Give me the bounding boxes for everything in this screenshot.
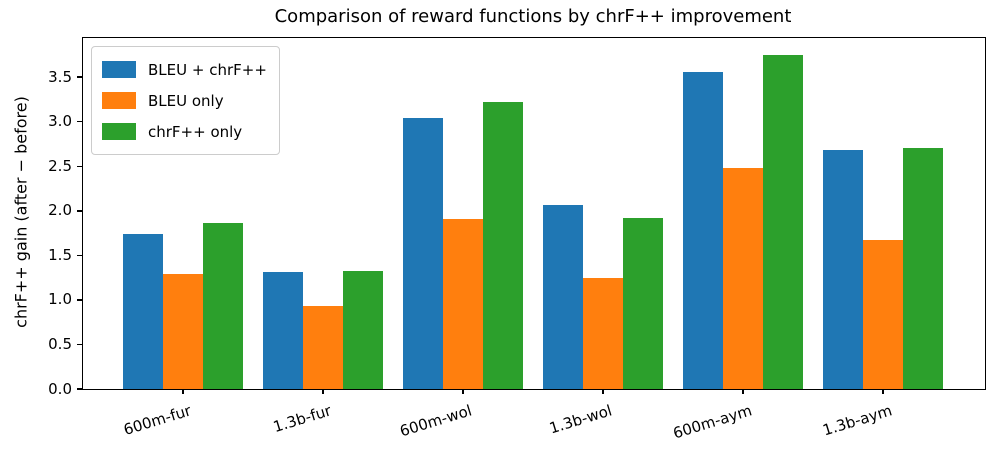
bar-1.3b-wol-bleu-chrf- (543, 204, 583, 389)
y-tick-mark (77, 121, 82, 123)
x-tick-label-600m-aym: 600m-aym (670, 401, 754, 443)
y-tick-mark (77, 210, 82, 212)
x-tick-label-1.3b-wol: 1.3b-wol (546, 401, 614, 438)
legend-label: BLEU + chrF++ (148, 60, 267, 79)
bar-1.3b-wol-bleu-only (583, 277, 623, 389)
legend-entry: chrF++ only (102, 116, 267, 147)
bar-1.3b-fur-chrf-only (343, 271, 383, 389)
y-tick-label: 3.0 (48, 112, 72, 131)
bar-600m-wol-bleu-only (443, 218, 483, 389)
y-tick-label: 1.5 (48, 245, 72, 264)
x-tick-mark (602, 389, 604, 394)
x-tick-label-600m-fur: 600m-fur (121, 401, 194, 439)
legend-swatch-orange (102, 92, 136, 109)
y-tick-mark (77, 299, 82, 301)
y-tick-label: 2.5 (48, 156, 72, 175)
y-tick-mark (77, 76, 82, 78)
x-tick-mark (182, 389, 184, 394)
y-tick-mark (77, 388, 82, 390)
bar-1.3b-fur-bleu-chrf- (263, 272, 303, 389)
legend-entry: BLEU only (102, 85, 267, 116)
legend-swatch-blue (102, 61, 136, 78)
x-tick-mark (462, 389, 464, 394)
bar-1.3b-wol-chrf-only (623, 217, 663, 389)
legend-swatch-green (102, 123, 136, 140)
legend-entry: BLEU + chrF++ (102, 54, 267, 85)
bar-1.3b-aym-chrf-only (903, 147, 943, 389)
bar-600m-fur-bleu-chrf- (123, 234, 163, 389)
chart-title: Comparison of reward functions by chrF++… (274, 6, 792, 27)
x-tick-label-1.3b-aym: 1.3b-aym (820, 401, 894, 440)
bar-600m-aym-chrf-only (763, 54, 803, 389)
bar-600m-fur-chrf-only (203, 223, 243, 389)
x-tick-mark (322, 389, 324, 394)
bar-1.3b-aym-bleu-chrf- (823, 150, 863, 389)
y-tick-label: 0.0 (48, 379, 72, 398)
bar-600m-wol-chrf-only (483, 102, 523, 389)
legend-label: BLEU only (148, 91, 224, 110)
bar-1.3b-fur-bleu-only (303, 306, 343, 389)
bar-600m-wol-bleu-chrf- (403, 118, 443, 389)
y-tick-label: 1.0 (48, 290, 72, 309)
y-tick-label: 3.5 (48, 67, 72, 86)
y-tick-mark (77, 343, 82, 346)
y-tick-label: 2.0 (48, 201, 72, 220)
legend-label: chrF++ only (148, 122, 243, 141)
x-tick-mark (742, 389, 744, 394)
bar-600m-aym-bleu-only (723, 168, 763, 389)
bar-600m-fur-bleu-only (163, 274, 203, 389)
bar-600m-aym-bleu-chrf- (683, 71, 723, 389)
y-tick-mark (77, 165, 82, 167)
x-tick-label-1.3b-fur: 1.3b-fur (271, 401, 334, 437)
y-tick-mark (77, 254, 82, 257)
x-tick-label-600m-wol: 600m-wol (397, 401, 474, 441)
x-tick-mark (882, 389, 884, 394)
legend: BLEU + chrF++ BLEU only chrF++ only (91, 46, 280, 155)
bar-1.3b-aym-bleu-only (863, 240, 903, 389)
y-tick-label: 0.5 (48, 334, 72, 353)
plot-area: 0.0 0.5 1.0 1.5 2.0 2.5 3.0 3.5 600m-fur 1.3b-fu… (48, 37, 986, 442)
